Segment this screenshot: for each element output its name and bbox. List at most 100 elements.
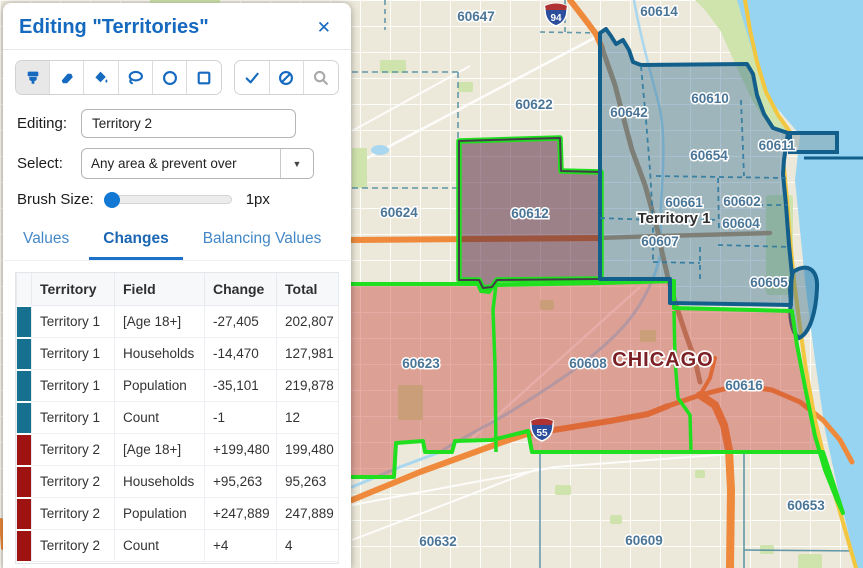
table-row[interactable]: Territory 1 Count -1 12 bbox=[16, 400, 339, 435]
chevron-down-icon[interactable]: ▼ bbox=[280, 149, 313, 178]
change-cell: -14,470 bbox=[204, 337, 277, 370]
territory-color-swatch bbox=[16, 464, 32, 499]
tab-balancing-values[interactable]: Balancing Values bbox=[202, 230, 322, 247]
svg-text:60612: 60612 bbox=[511, 206, 549, 221]
total-cell: 219,878 bbox=[276, 369, 339, 402]
territory-color-swatch bbox=[16, 368, 32, 403]
svg-text:60623: 60623 bbox=[402, 356, 440, 371]
apply-button[interactable] bbox=[235, 61, 270, 94]
svg-text:60642: 60642 bbox=[610, 105, 648, 120]
circle-icon bbox=[162, 70, 177, 85]
block-button[interactable] bbox=[269, 61, 304, 94]
svg-text:60616: 60616 bbox=[725, 378, 763, 393]
eraser-tool-button[interactable] bbox=[50, 61, 85, 94]
territory-cell: Territory 1 bbox=[31, 369, 115, 402]
panel-header: Editing "Territories" ✕ bbox=[3, 3, 351, 50]
edit-toolbar bbox=[3, 50, 351, 103]
svg-text:60653: 60653 bbox=[787, 498, 825, 513]
field-cell: [Age 18+] bbox=[114, 433, 205, 466]
zip-60612-region[interactable] bbox=[459, 138, 601, 288]
city-label: CHICAGO bbox=[612, 349, 713, 371]
svg-text:60632: 60632 bbox=[419, 534, 457, 549]
table-row[interactable]: Territory 1 Population -35,101 219,878 bbox=[16, 368, 339, 403]
field-cell: Count bbox=[114, 529, 205, 562]
diagonal-streets bbox=[351, 33, 745, 541]
select-label: Select: bbox=[17, 155, 63, 172]
river bbox=[350, 0, 665, 489]
brush-tool-button[interactable] bbox=[16, 61, 51, 94]
zip-60612-border-inner bbox=[458, 137, 602, 289]
table-row[interactable]: Territory 2 Population +247,889 247,889 bbox=[16, 496, 339, 531]
svg-text:60608: 60608 bbox=[569, 356, 607, 371]
change-cell: +4 bbox=[204, 529, 277, 562]
paint-bucket-icon bbox=[95, 71, 108, 83]
fill-tool-button[interactable] bbox=[84, 61, 119, 94]
territory-color-swatch bbox=[16, 432, 32, 467]
territory-1-label: Territory 1 bbox=[637, 210, 710, 227]
circle-tool-button[interactable] bbox=[152, 61, 188, 94]
territory-1-border bbox=[598, 27, 794, 307]
ban-icon bbox=[279, 70, 294, 85]
editing-panel: Editing "Territories" ✕ bbox=[3, 3, 351, 568]
svg-text:60654: 60654 bbox=[690, 148, 728, 163]
search-button[interactable] bbox=[303, 61, 338, 94]
total-cell: 247,889 bbox=[276, 497, 339, 530]
field-cell: Population bbox=[114, 497, 205, 530]
svg-text:60605: 60605 bbox=[750, 275, 788, 290]
total-column-header: Total bbox=[276, 273, 339, 306]
table-row[interactable]: Territory 2 [Age 18+] +199,480 199,480 bbox=[16, 432, 339, 467]
field-cell: Households bbox=[114, 465, 205, 498]
table-row[interactable]: Territory 2 Count +4 4 bbox=[16, 528, 339, 563]
territory-color-swatch bbox=[16, 304, 32, 339]
table-row[interactable]: Territory 1 [Age 18+] -27,405 202,807 bbox=[16, 304, 339, 339]
close-icon[interactable]: ✕ bbox=[316, 18, 331, 37]
eraser-icon bbox=[61, 73, 73, 83]
tab-changes[interactable]: Changes bbox=[89, 224, 183, 260]
change-cell: +247,889 bbox=[204, 497, 277, 530]
interstate-55-shield: 55 bbox=[530, 417, 554, 442]
change-cell: -1 bbox=[204, 401, 277, 434]
field-cell: Population bbox=[114, 369, 205, 402]
total-cell: 4 bbox=[276, 529, 339, 562]
svg-text:60614: 60614 bbox=[640, 4, 678, 19]
svg-text:60647: 60647 bbox=[457, 9, 495, 24]
total-cell: 202,807 bbox=[276, 305, 339, 338]
brush-size-row: Brush Size: 1px bbox=[3, 183, 351, 212]
editing-territory-input[interactable] bbox=[81, 109, 296, 138]
tab-values[interactable]: Values bbox=[23, 230, 70, 247]
navy-pier bbox=[788, 131, 863, 160]
territory-2-region[interactable] bbox=[345, 281, 843, 513]
zip-labels: 60647 60614 60622 60642 60610 60654 6061… bbox=[379, 3, 827, 551]
brush-size-label: Brush Size: bbox=[17, 191, 94, 208]
change-cell: +95,263 bbox=[204, 465, 277, 498]
territory-cell: Territory 1 bbox=[31, 401, 115, 434]
svg-text:60607: 60607 bbox=[641, 234, 679, 249]
draw-tool-group bbox=[15, 60, 223, 95]
territory-cell: Territory 2 bbox=[31, 529, 115, 562]
editing-label: Editing: bbox=[17, 115, 68, 132]
svg-text:60602: 60602 bbox=[723, 194, 761, 209]
lasso-icon bbox=[128, 70, 143, 84]
brush-icon bbox=[27, 71, 38, 84]
brush-size-value: 1px bbox=[245, 191, 270, 208]
territory-column-header: Territory bbox=[31, 273, 115, 306]
rectangle-tool-button[interactable] bbox=[187, 61, 222, 94]
total-cell: 95,263 bbox=[276, 465, 339, 498]
change-cell: -27,405 bbox=[204, 305, 277, 338]
total-cell: 12 bbox=[276, 401, 339, 434]
field-column-header: Field bbox=[114, 273, 205, 306]
panel-title: Editing "Territories" bbox=[19, 16, 209, 38]
table-row[interactable]: Territory 1 Households -14,470 127,981 bbox=[16, 336, 339, 371]
total-cell: 127,981 bbox=[276, 337, 339, 370]
territory-cell: Territory 2 bbox=[31, 433, 115, 466]
table-row[interactable]: Territory 2 Households +95,263 95,263 bbox=[16, 464, 339, 499]
lasso-tool-button[interactable] bbox=[118, 61, 153, 94]
table-header-row: Territory Field Change Total bbox=[16, 273, 339, 306]
brush-size-slider-thumb[interactable] bbox=[103, 191, 120, 208]
field-cell: [Age 18+] bbox=[114, 305, 205, 338]
territory-2-inner-borders bbox=[491, 284, 693, 453]
territory-1-region[interactable] bbox=[600, 29, 792, 305]
brush-size-slider[interactable] bbox=[103, 191, 232, 208]
select-mode-dropdown[interactable]: Any area & prevent over ▼ bbox=[81, 148, 314, 179]
